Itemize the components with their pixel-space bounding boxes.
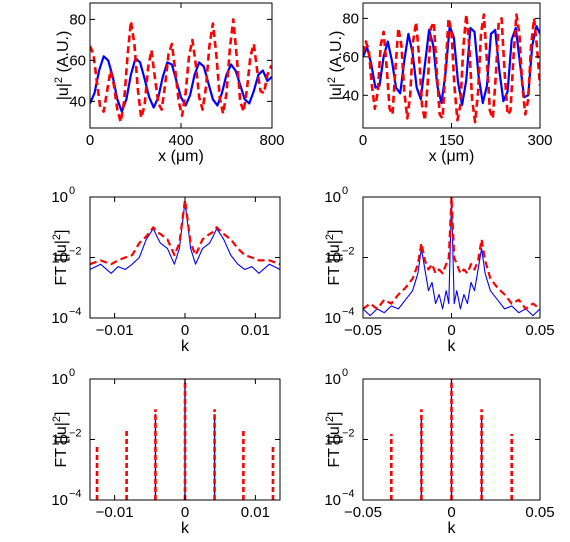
x-tick-label: 0 <box>181 504 189 521</box>
y-tick-label-exponent: −4 <box>69 306 82 318</box>
y-tick-label: 80 <box>342 10 359 27</box>
series-line-1 <box>90 201 280 274</box>
y-tick-label-exponent: −4 <box>342 488 355 500</box>
y-tick-label: 40 <box>342 87 359 104</box>
plot-area <box>363 13 540 124</box>
x-tick-label: 300 <box>527 132 552 149</box>
y-tick-label-exponent: 0 <box>342 185 348 197</box>
series-line-2 <box>90 198 280 266</box>
x-tick-label: 0 <box>359 132 367 149</box>
series-line-1 <box>90 55 272 113</box>
x-tick-label: 0.05 <box>525 504 554 521</box>
y-tick-label-exponent: 0 <box>342 367 348 379</box>
x-tick-label: −0.05 <box>344 504 382 521</box>
y-tick-label-exponent: −4 <box>69 488 82 500</box>
panel-1: 0 400 800 40 60 80 x (μm) |u|2 (A.U.) <box>53 2 285 165</box>
y-tick-label: 10 <box>324 492 341 509</box>
x-axis-label: x (μm) <box>429 148 475 165</box>
y-tick-label: 10 <box>51 250 68 267</box>
x-axis-label: k <box>181 338 190 355</box>
y-axis-label: |u|2 (A.U.) <box>326 31 345 101</box>
plot-area <box>90 198 280 274</box>
y-tick-label: 10 <box>51 310 68 327</box>
y-tick-label-exponent: −2 <box>342 246 355 258</box>
y-tick-label: 10 <box>324 189 341 206</box>
y-axis-label: FT [|u|2] <box>51 230 70 286</box>
x-axis-label: k <box>448 338 457 355</box>
y-axis-label: |u|2 (A.U.) <box>53 31 72 101</box>
x-tick-label: 400 <box>168 132 193 149</box>
y-axis-label: FT [|u|2] <box>324 230 343 286</box>
plot-area <box>390 379 513 500</box>
y-tick-label-exponent: −2 <box>69 246 82 258</box>
y-tick-label: 60 <box>342 49 359 66</box>
x-axis-label: k <box>181 520 190 537</box>
y-tick-label: 80 <box>69 11 86 28</box>
x-tick-label: 0 <box>181 322 189 339</box>
y-tick-label-exponent: 0 <box>69 367 75 379</box>
y-tick-label-exponent: −2 <box>342 428 355 440</box>
y-tick-label: 10 <box>324 432 341 449</box>
y-axis-label: FT [|u|2] <box>324 412 343 468</box>
y-tick-label: 10 <box>51 432 68 449</box>
x-tick-label: 150 <box>439 132 464 149</box>
y-tick-label-exponent: −4 <box>342 306 355 318</box>
x-axis-label: x (μm) <box>158 148 204 165</box>
y-tick-label-exponent: −2 <box>69 428 82 440</box>
y-tick-label: 10 <box>324 371 341 388</box>
y-tick-label: 10 <box>51 371 68 388</box>
x-tick-label: 0.05 <box>525 322 554 339</box>
y-tick-label: 10 <box>324 310 341 327</box>
y-tick-label: 40 <box>69 93 86 110</box>
plot-area <box>95 379 275 500</box>
series-line-2 <box>90 18 272 124</box>
x-tick-label: 0 <box>447 504 455 521</box>
panel-2: 0 150 300 40 60 80 x (μm) |u|2 (A.U.) <box>326 2 553 165</box>
x-tick-label: 0 <box>447 322 455 339</box>
y-tick-label: 10 <box>324 250 341 267</box>
x-tick-label: −0.01 <box>96 322 134 339</box>
y-tick-label: 10 <box>51 492 68 509</box>
y-tick-label: 60 <box>69 52 86 69</box>
x-tick-label: 0.01 <box>241 322 270 339</box>
series-line-2 <box>363 197 540 310</box>
y-axis-label: FT [|u|2] <box>51 412 70 468</box>
x-tick-label: 0 <box>86 132 94 149</box>
x-tick-label: −0.05 <box>344 322 382 339</box>
plot-area <box>363 197 540 317</box>
x-tick-label: 800 <box>259 132 284 149</box>
series-line-2 <box>363 13 540 124</box>
y-tick-label: 10 <box>51 189 68 206</box>
x-tick-label: 0.01 <box>241 504 270 521</box>
x-axis-label: k <box>448 520 457 537</box>
x-tick-label: −0.01 <box>96 504 134 521</box>
y-tick-label-exponent: 0 <box>69 185 75 197</box>
plot-area <box>90 18 272 124</box>
